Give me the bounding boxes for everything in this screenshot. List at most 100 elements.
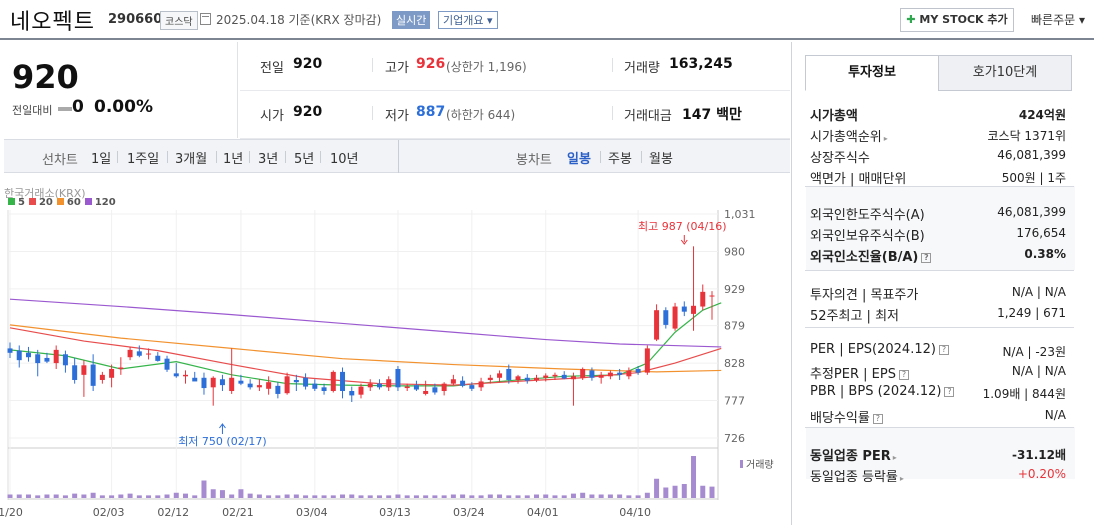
- volume-bar: [700, 485, 706, 498]
- market-cap-rank-label[interactable]: 시가총액순위 ▸: [810, 126, 888, 145]
- candle-weekly[interactable]: 주봉: [608, 152, 632, 167]
- candle-body: [413, 385, 419, 390]
- candle-body: [617, 372, 623, 375]
- candle-body: [626, 370, 632, 377]
- volume-bar: [441, 495, 447, 498]
- candle-body: [284, 376, 290, 394]
- company-overview-dropdown[interactable]: 기업개요 ▾: [438, 11, 498, 29]
- volume-bar: [173, 492, 179, 498]
- volume-bar: [598, 494, 604, 498]
- open-label: 시가: [260, 109, 284, 124]
- volume-bar: [62, 495, 68, 498]
- volume-bar: [312, 495, 318, 498]
- foreign-exhaustion-text: 외국인소진율(B/A): [810, 250, 919, 265]
- period-separator: [641, 151, 642, 163]
- pbr-bps-label[interactable]: PBR | BPS (2024.12)?: [810, 384, 955, 399]
- candle-body: [423, 390, 429, 394]
- candle-body: [183, 374, 188, 377]
- candle-body: [460, 380, 466, 386]
- candle-body: [164, 358, 170, 370]
- candle-body: [146, 353, 152, 355]
- week52-range-value: 1,249 | 671: [997, 306, 1066, 320]
- volume-bar: [376, 495, 382, 498]
- candle-body: [127, 349, 133, 358]
- tab-orderbook[interactable]: 호가10단계: [938, 55, 1072, 91]
- volume-bar: [44, 494, 50, 498]
- foreign-exhaustion-label[interactable]: 외국인소진율(B/A)?: [810, 246, 932, 265]
- candle-daily[interactable]: 일봉: [567, 152, 591, 167]
- dividend-yield-value: N/A: [1044, 408, 1066, 422]
- help-icon[interactable]: ?: [872, 414, 883, 424]
- listed-shares-label: 상장주식수: [810, 147, 870, 166]
- industry-change-label[interactable]: 동일업종 등락률 ▸: [810, 466, 904, 485]
- period-1y[interactable]: 1년: [223, 152, 244, 167]
- candle-body: [450, 379, 456, 384]
- chart-period-bar: 선차트 1일 1주일 3개월 1년 3년 5년 10년 봉차트 일봉 주봉 월봉: [4, 139, 790, 173]
- week52-range-label: 52주최고 | 최저: [810, 305, 899, 324]
- volume-bar: [229, 494, 235, 498]
- volume-bar: [219, 490, 225, 498]
- realtime-button[interactable]: 실시간: [392, 11, 431, 29]
- volume-bar: [543, 494, 549, 498]
- volume-bar: [25, 494, 31, 498]
- help-icon[interactable]: ?: [944, 387, 955, 397]
- stats-divider: [240, 90, 790, 91]
- period-1d[interactable]: 1일: [91, 152, 112, 167]
- est-per-eps-label[interactable]: 추정PER | EPS?: [810, 363, 909, 382]
- period-separator: [167, 151, 168, 163]
- per-eps-label[interactable]: PER | EPS(2024.12)?: [810, 342, 949, 357]
- y-tick-label: 929: [724, 283, 745, 296]
- add-mystock-button[interactable]: ✚ MY STOCK 추가: [900, 8, 1014, 32]
- candle-body: [543, 375, 549, 378]
- amount-value: 147 백만: [682, 107, 742, 123]
- x-tick-label: 02/03: [93, 506, 125, 519]
- period-5y[interactable]: 5년: [294, 152, 315, 167]
- low-annotation: 최저 750 (02/17): [178, 435, 267, 448]
- volume-bar: [423, 495, 429, 498]
- volume-bar: [303, 495, 309, 498]
- chart-annotations: 최고 987 (04/16) 최저 750 (02/17): [178, 220, 726, 448]
- volume-bar: [506, 495, 512, 498]
- period-3y[interactable]: 3년: [258, 152, 279, 167]
- stock-chart[interactable]: 1,03198092987982877772601/2002/0302/1202…: [0, 0, 790, 525]
- industry-change-text: 동일업종 등락률: [810, 470, 898, 485]
- low-value: 887: [416, 104, 446, 120]
- candle-body: [293, 379, 299, 383]
- foreign-holdings-value: 176,654: [1016, 226, 1066, 240]
- candle-body: [90, 364, 96, 386]
- volume-bar: [450, 494, 456, 498]
- high-value: 926: [416, 56, 446, 72]
- help-icon[interactable]: ?: [938, 345, 949, 355]
- candle-body: [367, 383, 373, 388]
- ma-line-5: [9, 302, 722, 387]
- volume-bar: [183, 493, 188, 498]
- volume-bar: [552, 495, 558, 498]
- period-1w[interactable]: 1주일: [127, 152, 160, 167]
- volume-bar: [487, 494, 493, 498]
- period-10y[interactable]: 10년: [330, 152, 359, 167]
- tab-invest-info[interactable]: 투자정보: [805, 55, 939, 91]
- per-eps-value: N/A | -23원: [1002, 345, 1066, 359]
- volume-bar: [247, 493, 253, 498]
- candle-body: [469, 385, 475, 389]
- period-separator: [285, 151, 286, 163]
- candle-monthly[interactable]: 월봉: [649, 152, 673, 167]
- change-label: 전일대비: [12, 104, 53, 117]
- market-cap-rank-text: 시가총액순위: [810, 130, 882, 145]
- help-icon[interactable]: ?: [921, 253, 932, 263]
- dividend-yield-label[interactable]: 배당수익률?: [810, 407, 883, 426]
- candle-body: [62, 354, 68, 366]
- stats-separator: [612, 106, 613, 120]
- add-mystock-label: MY STOCK 추가: [919, 13, 1008, 26]
- current-price-box: 920 전일대비 0 0.00%: [0, 42, 238, 138]
- industry-per-label[interactable]: 동일업종 PER ▸: [810, 445, 897, 464]
- candle-body: [349, 390, 355, 396]
- industry-per-value: -31.12배: [1012, 448, 1066, 462]
- par-value-label: 액면가 | 매매단위: [810, 168, 906, 187]
- prev-close-label: 전일: [260, 61, 284, 76]
- period-3m[interactable]: 3개월: [175, 152, 208, 167]
- help-icon[interactable]: ?: [898, 370, 909, 380]
- x-tick-label: 01/20: [0, 506, 23, 519]
- quick-order-dropdown[interactable]: 빠른주문 ▾: [1031, 13, 1085, 27]
- candle-body: [44, 357, 50, 362]
